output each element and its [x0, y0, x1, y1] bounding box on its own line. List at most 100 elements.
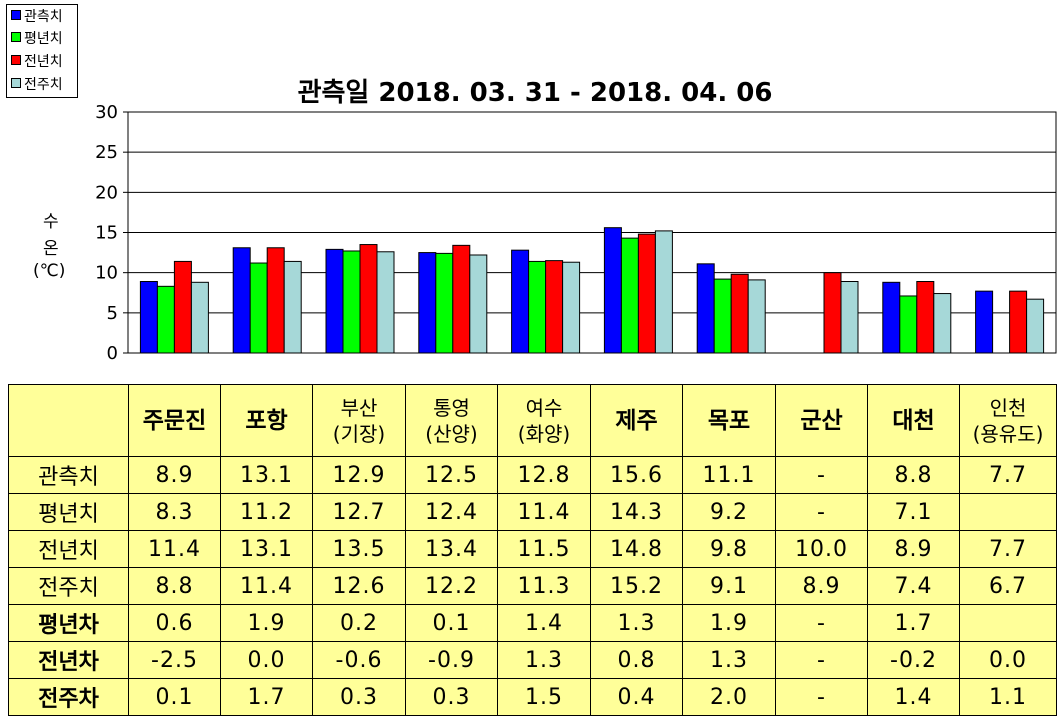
bar-observed: [696, 263, 715, 354]
table-cell: -: [775, 678, 868, 716]
bar-observed: [603, 227, 622, 354]
legend-item-normal: 평년치: [11, 31, 63, 47]
table-cell: 0.0: [959, 641, 1057, 679]
bar-last-week: [283, 260, 302, 354]
legend-item-observed: 관측치: [11, 9, 63, 25]
bar-normal: [713, 278, 732, 354]
table-cell: [959, 493, 1057, 531]
table-cell: 1.7: [867, 604, 960, 642]
station-header: 인천 (용유도): [959, 384, 1057, 457]
table-cell: 12.9: [312, 456, 406, 494]
table-cell: 7.7: [959, 456, 1057, 494]
bar-last-week: [933, 293, 952, 354]
station-subname: (용유도): [972, 421, 1044, 446]
station-header: 부산 (기장): [312, 384, 406, 457]
table-cell: 11.4: [128, 530, 221, 568]
table-cell: 1.7: [220, 678, 313, 716]
station-header: 대천: [867, 384, 960, 457]
table-cell: 12.8: [497, 456, 591, 494]
table-cell: 1.3: [497, 641, 591, 679]
station-header: 여수 (화양): [497, 384, 591, 457]
station-name: 대천: [892, 407, 935, 434]
y-tick-label: 25: [95, 142, 118, 163]
chart-legend: 관측치 평년치 전년치 전주치: [6, 4, 78, 98]
legend-label-normal: 평년치: [24, 31, 63, 47]
table-cell: 12.6: [312, 567, 406, 605]
station-name: 포항: [245, 407, 288, 434]
table-cell: -: [775, 493, 868, 531]
legend-swatch-normal: [11, 32, 21, 42]
y-tick-label: 10: [95, 263, 118, 284]
table-cell: 2.0: [682, 678, 776, 716]
bar-normal: [620, 237, 639, 354]
table-row: 전년치 11.4 13.1 13.5 13.4 11.5 14.8 9.8 10.0 8.9 7.7: [8, 530, 1057, 568]
table-cell: 15.6: [590, 456, 683, 494]
bar-normal: [528, 260, 547, 354]
bar-last-year: [823, 272, 842, 354]
table-row: 전주치 8.8 11.4 12.6 12.2 11.3 15.2 9.1 8.9 7.4 6.7: [8, 567, 1057, 605]
station-header: 제주: [590, 384, 683, 457]
table-cell: 11.4: [497, 493, 591, 531]
bar-last-year: [359, 244, 378, 354]
table-cell: 0.1: [405, 604, 498, 642]
table-row: 전년차 -2.5 0.0 -0.6 -0.9 1.3 0.8 1.3- -0.2 0.0: [8, 641, 1057, 679]
table-cell: 1.9: [682, 604, 776, 642]
table-cell: 8.3: [128, 493, 221, 531]
table-cell: 8.9: [128, 456, 221, 494]
bar-observed: [882, 281, 901, 354]
row-label: 평년차: [8, 604, 129, 642]
bar-last-week: [747, 279, 766, 354]
legend-item-last-year: 전년치: [11, 54, 63, 70]
table-cell: 1.4: [867, 678, 960, 716]
table-cell: 9.1: [682, 567, 776, 605]
bar-last-year: [545, 260, 564, 354]
bar-last-week: [840, 281, 859, 354]
y-tick-label: 30: [95, 102, 118, 123]
y-tick-label: 0: [107, 343, 118, 364]
table-cell: 1.1: [959, 678, 1057, 716]
station-name: 제주: [615, 407, 658, 434]
table-cell: 0.8: [590, 641, 683, 679]
bar-last-year: [1009, 290, 1028, 354]
y-tick-label: 5: [107, 303, 118, 324]
table-cell: 1.4: [497, 604, 591, 642]
table-cell: 11.3: [497, 567, 591, 605]
chart-title: 관측일 2018. 03. 31 - 2018. 04. 06: [297, 78, 773, 108]
station-header: 포항: [220, 384, 313, 457]
row-label: 전주치: [8, 567, 129, 605]
bar-last-week: [654, 230, 673, 354]
table-cell: 8.9: [775, 567, 868, 605]
station-name: 부산: [340, 395, 378, 420]
table-row: 관측치 8.9 13.1 12.9 12.5 12.8 15.6 11.1-8.8 7.7: [8, 456, 1057, 494]
table-corner-cell: [8, 384, 129, 457]
station-header: 군산: [775, 384, 868, 457]
row-label: 전년차: [8, 641, 129, 679]
bar-normal: [156, 285, 175, 354]
table-row: 평년차 0.6 1.9 0.2 0.1 1.4 1.3 1.9-1.7: [8, 604, 1057, 642]
bar-observed: [232, 247, 251, 354]
table-cell: 9.2: [682, 493, 776, 531]
station-name: 여수: [525, 395, 563, 420]
table-cell: 8.9: [867, 530, 960, 568]
station-name: 주문진: [142, 407, 207, 434]
bar-last-week: [1026, 298, 1045, 354]
table-cell: 1.3: [590, 604, 683, 642]
table-cell: -: [775, 456, 868, 494]
bar-observed: [975, 290, 994, 354]
table-cell: 15.2: [590, 567, 683, 605]
table-cell: 0.3: [405, 678, 498, 716]
table-cell: -0.2: [867, 641, 960, 679]
bar-observed: [418, 252, 437, 354]
table-cell: [959, 604, 1057, 642]
station-header: 통영 (산양): [405, 384, 498, 457]
table-cell: 10.0: [775, 530, 868, 568]
table-cell: 7.1: [867, 493, 960, 531]
station-subname: (화양): [517, 421, 571, 446]
table-cell: -: [775, 604, 868, 642]
bar-last-week: [376, 251, 395, 354]
station-name: 군산: [800, 407, 843, 434]
station-header: 주문진: [128, 384, 221, 457]
table-cell: 1.3: [682, 641, 776, 679]
bar-observed: [325, 248, 344, 354]
table-cell: 7.4: [867, 567, 960, 605]
